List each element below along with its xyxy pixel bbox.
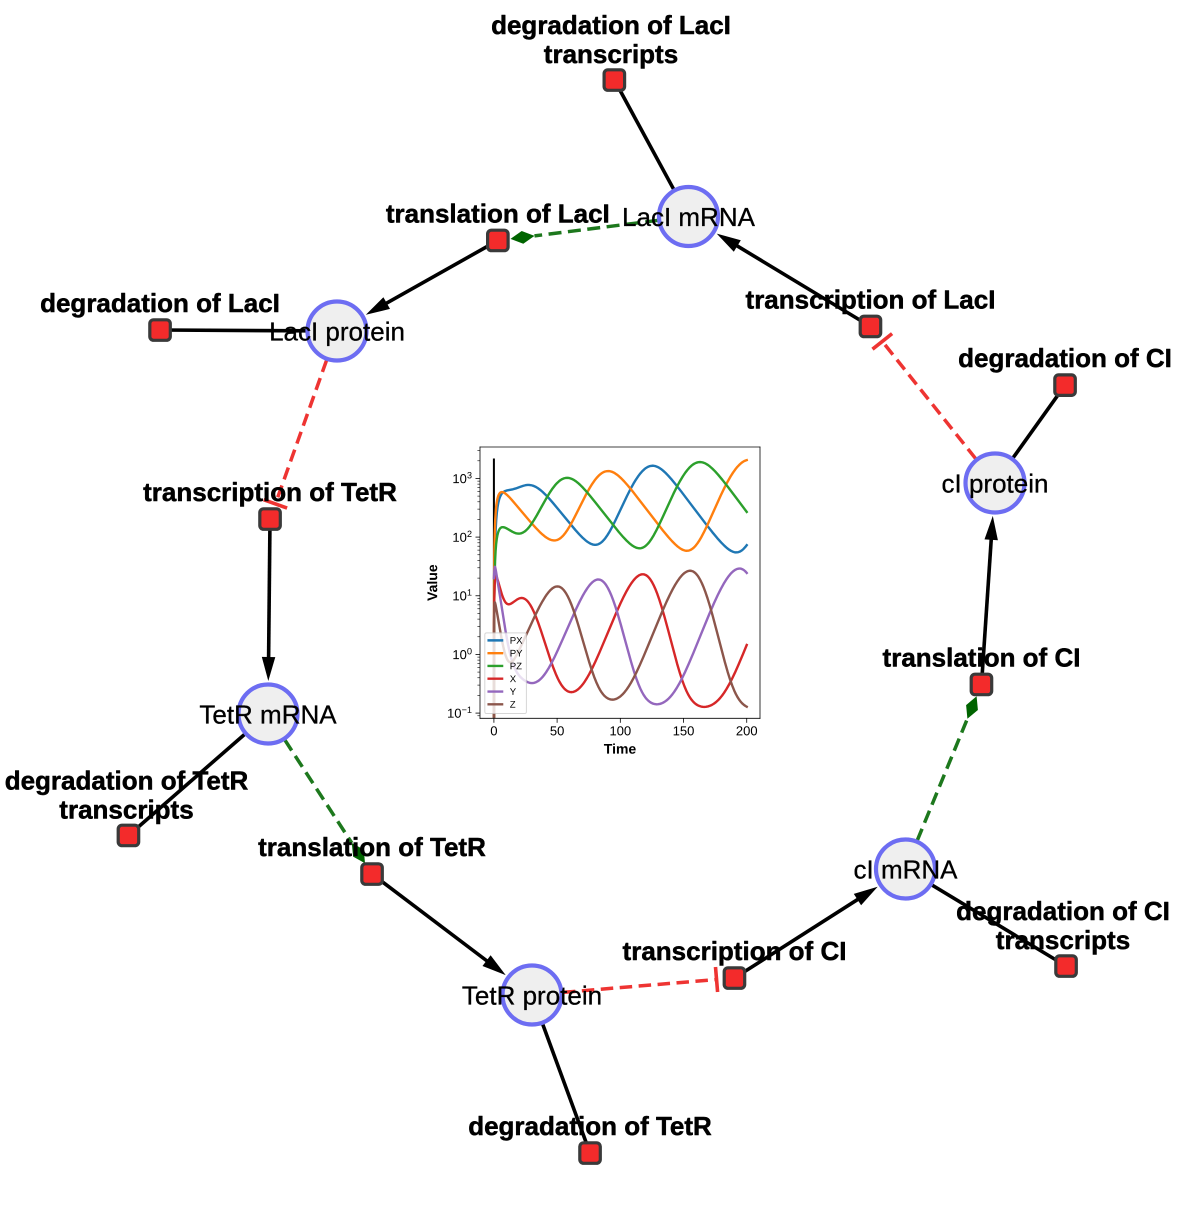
svg-text:translation of CI: translation of CI xyxy=(883,643,1081,673)
svg-text:transcription of CI: transcription of CI xyxy=(623,936,847,966)
svg-text:transcription of LacI: transcription of LacI xyxy=(746,285,996,315)
svg-text:TetR mRNA: TetR mRNA xyxy=(199,700,337,730)
svg-text:transcripts: transcripts xyxy=(996,925,1130,955)
svg-text:degradation of CI: degradation of CI xyxy=(958,343,1172,373)
svg-text:degradation of CI: degradation of CI xyxy=(956,896,1170,926)
svg-text:degradation of LacI: degradation of LacI xyxy=(491,10,731,40)
svg-text:TetR protein: TetR protein xyxy=(462,981,602,1011)
svg-text:transcripts: transcripts xyxy=(59,795,193,825)
svg-text:cI mRNA: cI mRNA xyxy=(854,855,959,885)
svg-text:cI protein: cI protein xyxy=(942,469,1049,499)
svg-text:LacI mRNA: LacI mRNA xyxy=(622,202,756,232)
svg-text:transcription of TetR: transcription of TetR xyxy=(143,477,397,507)
svg-text:translation of LacI: translation of LacI xyxy=(386,199,610,229)
svg-text:degradation of LacI: degradation of LacI xyxy=(40,288,280,318)
svg-text:degradation of TetR: degradation of TetR xyxy=(468,1111,712,1141)
svg-text:LacI protein: LacI protein xyxy=(269,317,405,347)
svg-text:transcripts: transcripts xyxy=(544,39,678,69)
svg-text:translation of TetR: translation of TetR xyxy=(258,832,486,862)
svg-text:degradation of TetR: degradation of TetR xyxy=(5,766,249,796)
